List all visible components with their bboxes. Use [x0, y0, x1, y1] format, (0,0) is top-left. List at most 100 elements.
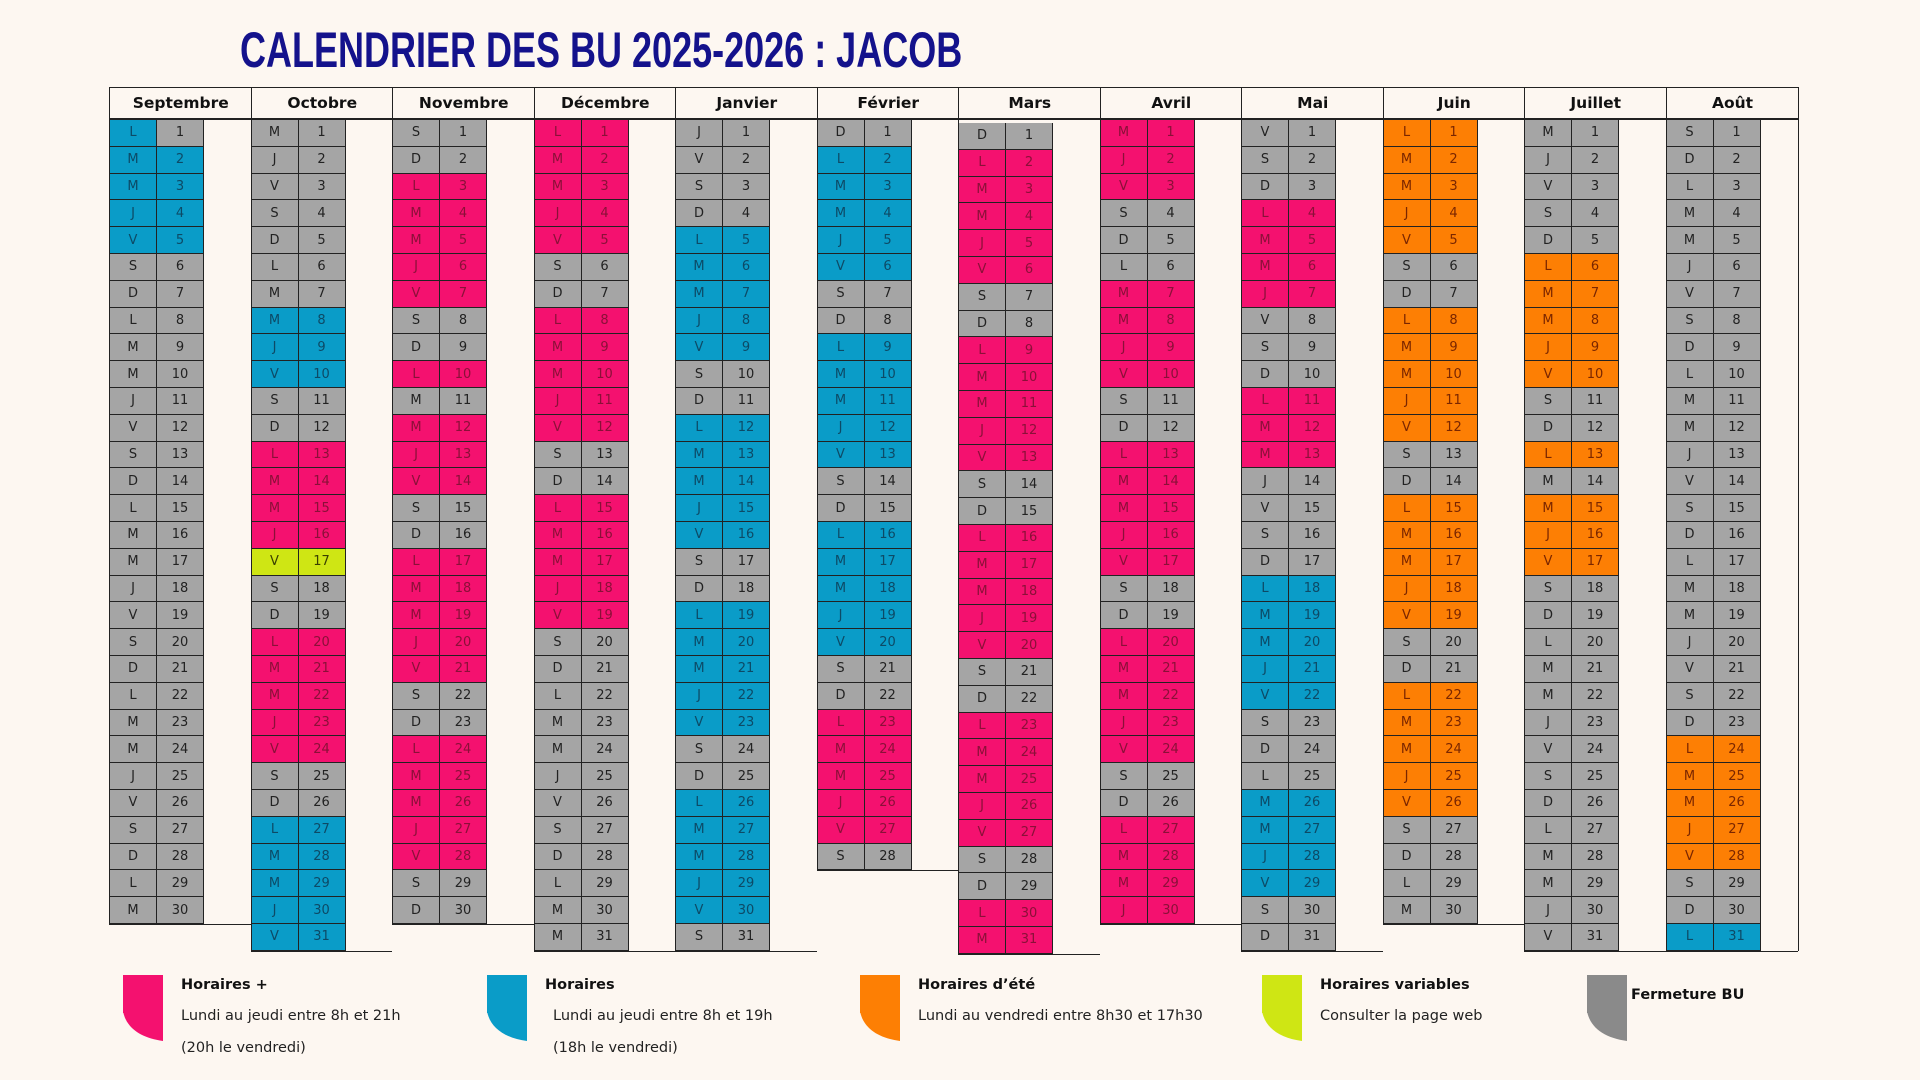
day-number: 4 [723, 200, 770, 228]
day-number: 9 [298, 334, 346, 362]
weekday-letter: V [959, 257, 1006, 284]
month-header: Août [1666, 87, 1799, 120]
weekday-letter: D [1525, 790, 1572, 817]
weekday-letter: J [1525, 334, 1572, 362]
weekday-letter: M [534, 736, 582, 764]
day-row: M 22 [1100, 682, 1195, 710]
weekday-letter: M [534, 146, 582, 174]
day-number: 15 [581, 495, 629, 522]
weekday-letter: J [251, 709, 299, 737]
day-number: 26 [864, 790, 912, 817]
day-row: J 20 [1666, 629, 1761, 656]
day-number: 24 [1006, 739, 1053, 767]
day-number: 8 [864, 307, 912, 335]
weekday-letter: L [1383, 307, 1431, 335]
day-number: 7 [298, 280, 346, 308]
day-row: J 18 [534, 575, 629, 603]
weekday-letter: M [959, 364, 1006, 391]
quote-mark-icon-blue [487, 975, 527, 1041]
day-number: 12 [1289, 414, 1336, 442]
weekday-letter: D [1666, 522, 1714, 549]
day-row: M 14 [1525, 468, 1619, 496]
weekday-letter: S [393, 307, 440, 335]
day-row: V 17 [1525, 548, 1619, 576]
weekday-letter: S [1383, 816, 1431, 844]
day-number: 7 [1430, 280, 1478, 308]
weekday-letter: S [251, 575, 299, 603]
day-number: 9 [864, 334, 912, 362]
weekday-letter: L [251, 441, 299, 469]
weekday-letter: M [1383, 736, 1431, 764]
day-number: 28 [440, 843, 487, 871]
weekday-letter: L [110, 682, 157, 710]
day-row: M 17 [1383, 548, 1478, 576]
day-row: S 24 [676, 736, 770, 764]
weekday-letter: J [251, 334, 299, 362]
month-bottom-border [958, 953, 1100, 955]
weekday-letter: J [1100, 334, 1148, 362]
weekday-letter: L [959, 900, 1006, 927]
day-number: 6 [1430, 254, 1478, 281]
weekday-letter: M [959, 739, 1006, 767]
day-number: 25 [1430, 763, 1478, 790]
day-row: V 31 [251, 924, 346, 951]
day-number: 30 [157, 897, 204, 924]
day-number: 7 [1289, 280, 1336, 308]
day-number: 27 [723, 816, 770, 844]
weekday-letter: S [817, 656, 865, 683]
weekday-letter: L [1383, 120, 1431, 147]
day-row: S 23 [1242, 709, 1336, 737]
weekday-letter: S [1525, 200, 1572, 228]
day-number: 2 [723, 146, 770, 174]
day-number: 3 [1572, 173, 1619, 201]
day-number: 18 [1006, 578, 1053, 606]
day-number: 23 [157, 709, 204, 737]
month-bottom-border [533, 950, 675, 952]
day-number: 10 [1147, 361, 1195, 388]
day-number: 7 [864, 280, 912, 308]
weekday-letter: M [534, 548, 582, 576]
weekday-letter: D [676, 388, 723, 415]
weekday-letter: J [959, 417, 1006, 445]
weekday-letter: M [1666, 200, 1714, 228]
day-number: 28 [1430, 843, 1478, 871]
weekday-letter: D [110, 468, 157, 496]
day-number: 16 [723, 522, 770, 549]
day-number: 16 [1147, 522, 1195, 549]
day-row: L 29 [1383, 870, 1478, 898]
weekday-letter: J [393, 441, 440, 469]
day-number: 27 [581, 816, 629, 844]
weekday-letter: L [817, 522, 865, 549]
weekday-letter: J [676, 120, 723, 147]
weekday-letter: V [959, 444, 1006, 472]
day-row: D 15 [817, 495, 912, 522]
weekday-letter: M [110, 522, 157, 549]
day-number: 8 [723, 307, 770, 335]
day-number: 18 [298, 575, 346, 603]
day-number: 25 [157, 763, 204, 790]
weekday-letter: L [817, 709, 865, 737]
day-row: S 30 [1242, 897, 1336, 924]
month-bottom-border [392, 924, 534, 925]
weekday-letter: S [251, 763, 299, 790]
day-row: S 14 [817, 468, 912, 496]
day-row: S 15 [1666, 495, 1761, 522]
day-row: S 20 [1383, 629, 1478, 656]
day-number: 10 [1572, 361, 1619, 388]
calendar-grid: Septembre L 1 M 2 M 3 J 4 V 5 S 6 D 7 L 8 M 9 M 10 J 11 V 12 S 13 D… [109, 87, 1801, 955]
day-number: 2 [440, 146, 487, 174]
weekday-letter: L [959, 337, 1006, 365]
month-header: Février [817, 87, 959, 120]
